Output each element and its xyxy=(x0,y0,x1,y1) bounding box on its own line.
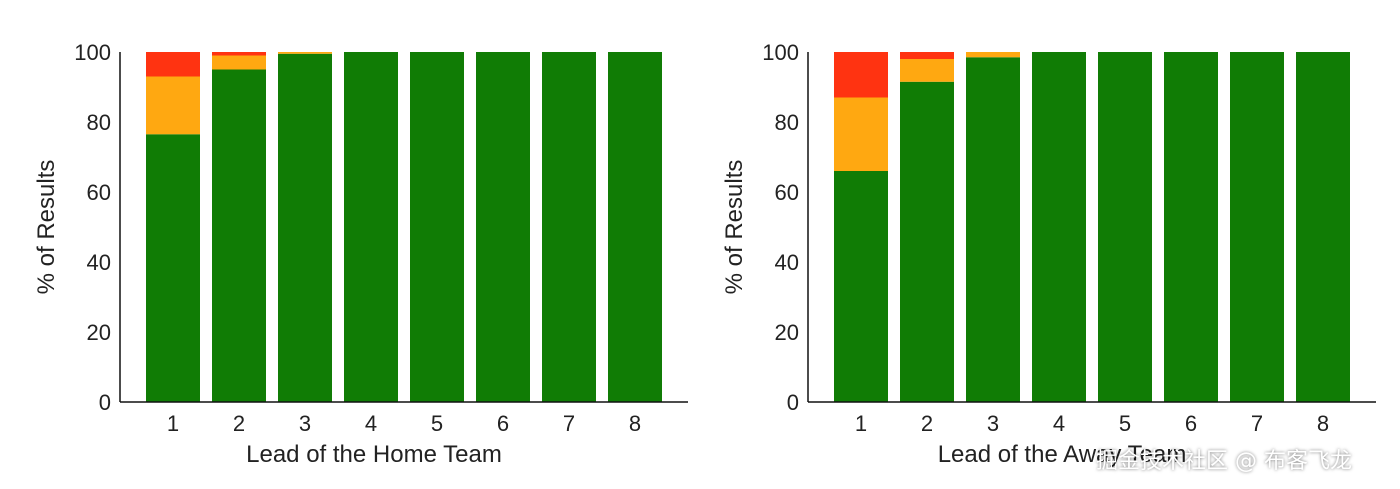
bar-home-3-segment-2 xyxy=(278,52,332,54)
y-tick-label-away-40: 40 xyxy=(775,250,799,275)
bar-away-1-segment-3 xyxy=(834,52,888,98)
y-axis-label-home: % of Results xyxy=(33,160,60,295)
x-tick-label-home-5: 5 xyxy=(431,411,443,436)
bar-away-1-segment-2 xyxy=(834,97,888,171)
x-tick-label-away-8: 8 xyxy=(1317,411,1329,436)
x-tick-label-home-3: 3 xyxy=(299,411,311,436)
bar-away-2-segment-3 xyxy=(900,52,954,59)
y-tick-label-home-0: 0 xyxy=(99,390,111,415)
bar-home-1-segment-1 xyxy=(146,134,200,402)
y-tick-label-home-20: 20 xyxy=(87,320,111,345)
x-axis-label-home: Lead of the Home Team xyxy=(246,441,502,468)
bar-away-5-segment-1 xyxy=(1098,52,1152,402)
x-tick-label-away-2: 2 xyxy=(921,411,933,436)
y-axis-label-away: % of Results xyxy=(721,160,748,295)
y-tick-label-home-60: 60 xyxy=(87,180,111,205)
x-tick-label-home-7: 7 xyxy=(563,411,575,436)
x-tick-label-away-7: 7 xyxy=(1251,411,1263,436)
x-tick-label-home-6: 6 xyxy=(497,411,509,436)
bar-home-8-segment-1 xyxy=(608,52,662,402)
x-tick-label-home-2: 2 xyxy=(233,411,245,436)
bar-away-1-segment-1 xyxy=(834,171,888,402)
y-tick-label-away-60: 60 xyxy=(775,180,799,205)
x-tick-label-away-5: 5 xyxy=(1119,411,1131,436)
bar-home-2-segment-2 xyxy=(212,55,266,70)
bar-home-6-segment-1 xyxy=(476,52,530,402)
x-axis-label-away: Lead of the Away Team xyxy=(938,441,1187,468)
x-tick-label-home-4: 4 xyxy=(365,411,377,436)
watermark: 掘金技术社区 @ 布客飞龙 xyxy=(1096,449,1352,474)
bar-home-5-segment-1 xyxy=(410,52,464,402)
bar-home-1-segment-2 xyxy=(146,76,200,135)
y-tick-label-home-80: 80 xyxy=(87,110,111,135)
x-tick-label-home-1: 1 xyxy=(167,411,179,436)
bar-away-8-segment-1 xyxy=(1296,52,1350,402)
bar-away-2-segment-2 xyxy=(900,59,954,82)
x-tick-label-home-8: 8 xyxy=(629,411,641,436)
bar-home-2-segment-1 xyxy=(212,69,266,402)
y-tick-label-away-80: 80 xyxy=(775,110,799,135)
bar-away-3-segment-1 xyxy=(966,57,1020,402)
bar-away-4-segment-1 xyxy=(1032,52,1086,402)
bar-home-4-segment-1 xyxy=(344,52,398,402)
y-tick-label-away-20: 20 xyxy=(775,320,799,345)
x-tick-label-away-4: 4 xyxy=(1053,411,1065,436)
bar-away-7-segment-1 xyxy=(1230,52,1284,402)
x-tick-label-away-1: 1 xyxy=(855,411,867,436)
y-tick-label-home-100: 100 xyxy=(74,40,111,65)
bar-away-6-segment-1 xyxy=(1164,52,1218,402)
bar-home-1-segment-3 xyxy=(146,52,200,77)
bar-away-3-segment-2 xyxy=(966,52,1020,58)
x-tick-label-away-3: 3 xyxy=(987,411,999,436)
bar-home-2-segment-3 xyxy=(212,52,266,56)
x-tick-label-away-6: 6 xyxy=(1185,411,1197,436)
y-tick-label-home-40: 40 xyxy=(87,250,111,275)
y-tick-label-away-100: 100 xyxy=(762,40,799,65)
bar-away-2-segment-1 xyxy=(900,81,954,402)
bar-home-3-segment-1 xyxy=(278,53,332,402)
bar-home-7-segment-1 xyxy=(542,52,596,402)
y-tick-label-away-0: 0 xyxy=(787,390,799,415)
